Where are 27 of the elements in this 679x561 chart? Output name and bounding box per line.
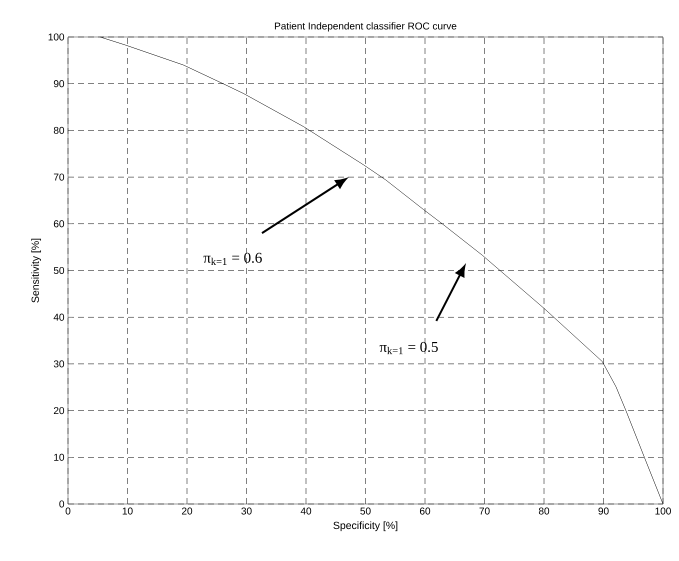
y-tick-label: 50 bbox=[54, 266, 64, 274]
y-tick-label: 10 bbox=[54, 454, 64, 461]
x-tick-label: 90 bbox=[598, 508, 609, 515]
y-tick-label: 80 bbox=[54, 126, 64, 134]
y-tick-label: 0 bbox=[59, 500, 64, 508]
x-tick-label: 80 bbox=[538, 508, 550, 515]
x-tick-label: 0 bbox=[66, 508, 70, 515]
x-tick-label: 100 bbox=[655, 508, 671, 515]
chart-title: Patient Independent classifier ROC curve bbox=[274, 22, 456, 32]
x-tick-label: 50 bbox=[360, 508, 371, 515]
x-tick-label: 40 bbox=[300, 508, 312, 515]
y-tick-label: 60 bbox=[54, 220, 64, 228]
y-tick-label: 20 bbox=[54, 407, 64, 414]
y-tick-label: 100 bbox=[48, 33, 64, 41]
y-tick-label: 40 bbox=[54, 314, 64, 321]
x-axis-title: Specificity [%] bbox=[333, 521, 398, 532]
y-tick-label: 30 bbox=[54, 360, 64, 368]
x-tick-label: 10 bbox=[122, 508, 133, 515]
x-tick-label: 60 bbox=[420, 508, 430, 515]
y-axis-title: Sensitivity [%] bbox=[31, 238, 42, 303]
annotation: π$_{k=1}$ = 0.5 bbox=[380, 342, 438, 354]
x-tick-label: 30 bbox=[241, 508, 252, 515]
x-tick-label: 70 bbox=[479, 508, 490, 515]
annotation: π$_{k=1}$ = 0.6 bbox=[204, 252, 262, 265]
y-tick-label: 70 bbox=[54, 174, 64, 181]
x-tick-label: 20 bbox=[182, 508, 192, 515]
y-tick-label: 90 bbox=[54, 80, 64, 88]
